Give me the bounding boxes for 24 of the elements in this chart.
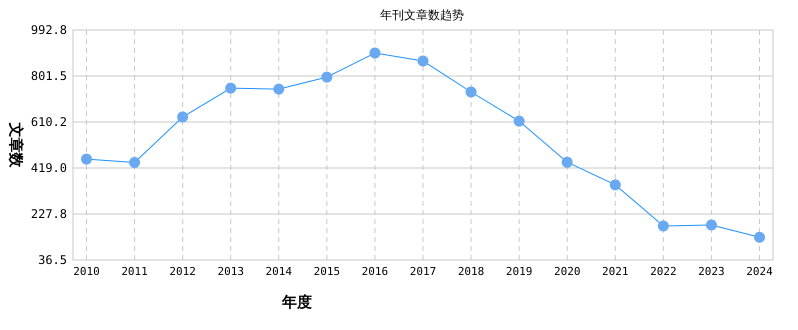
x-tick-label: 2018 bbox=[458, 265, 484, 278]
x-tick-label: 2010 bbox=[73, 265, 100, 278]
x-tick-label: 2021 bbox=[602, 265, 629, 278]
y-tick-label: 801.5 bbox=[30, 69, 67, 84]
x-tick-label: 2014 bbox=[266, 265, 292, 278]
x-tick-label: 2012 bbox=[169, 265, 196, 278]
x-tick-label: 2017 bbox=[410, 265, 436, 278]
y-tick-label: 992.8 bbox=[30, 23, 67, 37]
x-tick-label: 2013 bbox=[217, 265, 244, 278]
x-tick-label: 2022 bbox=[650, 265, 677, 278]
y-tick-label: 419.0 bbox=[30, 161, 67, 176]
x-tick-label: 2020 bbox=[554, 265, 580, 278]
y-axis-title: 文章数 bbox=[7, 122, 25, 168]
x-tick-label: 2024 bbox=[746, 265, 774, 278]
chart-title: 年刊文章数趋势 bbox=[380, 8, 464, 22]
x-tick-label: 2015 bbox=[314, 265, 340, 278]
y-tick-label: 610.2 bbox=[30, 115, 67, 130]
x-axis-title: 年度 bbox=[281, 293, 312, 311]
x-tick-label: 2019 bbox=[506, 265, 532, 278]
x-tick-label: 2016 bbox=[362, 265, 388, 278]
x-tick-label: 2011 bbox=[121, 265, 148, 278]
y-tick-label: 227.8 bbox=[30, 206, 67, 221]
x-tick-label: 2023 bbox=[698, 265, 725, 278]
y-tick-label: 36.5 bbox=[38, 253, 67, 267]
